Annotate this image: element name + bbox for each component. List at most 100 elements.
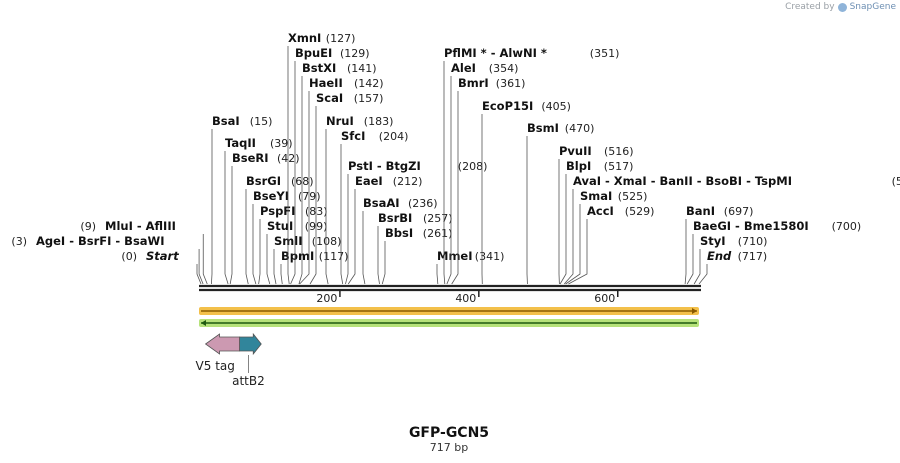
forward-orf[interactable] [199, 307, 699, 315]
enzyme-cut-line [287, 46, 290, 285]
enzyme-cut-line [245, 189, 249, 285]
enzyme-cut-line [347, 189, 356, 285]
enzyme-name: BsrBI [378, 211, 412, 225]
enzyme-site-xmni[interactable]: XmnI (127) [287, 31, 355, 285]
enzyme-position: (700) [832, 220, 862, 233]
enzyme-position: (525) [618, 190, 648, 203]
enzyme-position: (117) [319, 250, 349, 263]
enzyme-site-mmei[interactable]: MmeI (341) [436, 249, 505, 285]
enzyme-position: (405) [541, 100, 571, 113]
enzyme-name: BaeGI - Bme1580I [693, 219, 809, 233]
orf-arrowhead-icon [692, 308, 697, 314]
enzyme-site-agei-bsrfi-bsawi[interactable]: AgeI - BsrFI - BsaWI (3) [11, 234, 204, 285]
enzyme-site-acci[interactable]: AccI (529) [568, 204, 655, 285]
credit-brand: SnapGene [849, 2, 896, 12]
enzyme-cut-line [196, 264, 202, 285]
enzyme-position: (529) [625, 205, 655, 218]
enzyme-site-pvuii[interactable]: PvuII (516) [558, 144, 634, 285]
enzyme-site-bpmi[interactable]: BpmI (117) [280, 249, 349, 285]
enzyme-site-bmri[interactable]: BmrI (361) [451, 76, 526, 285]
enzyme-site-bsaai[interactable]: BsaAI (236) [362, 196, 438, 285]
enzyme-site-bsrgi[interactable]: BsrGI (68) [245, 174, 314, 285]
enzyme-cut-line [290, 61, 296, 285]
ruler-tick-label: 200 [316, 292, 337, 305]
enzyme-cut-line [563, 189, 574, 285]
enzyme-name: TaqII [225, 136, 256, 150]
enzyme-cut-line [693, 249, 701, 285]
enzyme-cut-line [568, 219, 588, 285]
enzyme-name: BsaI [212, 114, 240, 128]
enzyme-site-bstxi[interactable]: BstXI (141) [298, 61, 377, 285]
enzyme-name: PvuII [559, 144, 592, 158]
enzyme-name: AccI [587, 204, 614, 218]
enzyme-position: (523) [892, 175, 900, 188]
enzyme-site-taqii[interactable]: TaqII (39) [224, 136, 293, 285]
enzyme-site-end[interactable]: End (717) [698, 249, 767, 285]
enzyme-name: BseRI [232, 151, 269, 165]
enzyme-position: (204) [379, 130, 409, 143]
orf-arrowhead-icon [201, 320, 206, 326]
enzyme-site-eaei[interactable]: EaeI (212) [347, 174, 423, 285]
enzyme-position: (129) [340, 47, 370, 60]
feature-attb2[interactable]: attB2 [232, 332, 265, 388]
enzyme-position: (257) [423, 212, 453, 225]
enzyme-site-styi[interactable]: StyI (710) [693, 234, 767, 285]
backbone [199, 284, 701, 292]
enzyme-site-nrui[interactable]: NruI (183) [325, 114, 393, 285]
enzyme-site-bpuei[interactable]: BpuEI (129) [290, 46, 370, 285]
enzyme-cut-line [266, 234, 271, 285]
enzyme-position: (212) [393, 175, 423, 188]
enzyme-site-bbsi[interactable]: BbsI (261) [381, 226, 452, 285]
enzyme-name: AvaI - XmaI - BanII - BsoBI - TspMI [573, 174, 792, 188]
enzyme-name: BsaAI [363, 196, 400, 210]
enzyme-site-bsmi[interactable]: BsmI (470) [526, 121, 595, 285]
enzyme-site-stui[interactable]: StuI (99) [266, 219, 327, 285]
enzyme-cut-line [340, 144, 344, 285]
enzyme-name: BseYI [253, 189, 289, 203]
enzyme-site-smai[interactable]: SmaI (525) [565, 189, 648, 285]
enzyme-name: BsmI [527, 121, 559, 135]
enzyme-position: (697) [724, 205, 754, 218]
feature-arrow-icon [204, 333, 241, 355]
enzyme-site-avai-xmai-banii-bsobi-tspmi[interactable]: AvaI - XmaI - BanII - BsoBI - TspMI (523) [563, 174, 900, 285]
feature-v5-tag[interactable]: V5 tag [196, 333, 241, 373]
enzyme-sites: Start (0) AgeI - BsrFI - BsaWI (3) MluI - Af… [11, 31, 900, 285]
enzyme-name: Start [146, 249, 179, 263]
enzyme-position: (142) [354, 77, 384, 90]
credit-prefix: Created by [785, 2, 835, 12]
enzyme-position: (3) [11, 235, 27, 248]
enzyme-cut-line [273, 249, 277, 285]
reverse-orf[interactable] [199, 319, 699, 327]
enzyme-name: BmrI [458, 76, 489, 90]
enzyme-site-ecop15i[interactable]: EcoP15I (405) [481, 99, 571, 285]
enzyme-site-blpi[interactable]: BlpI (517) [559, 159, 633, 285]
enzyme-site-baegi-bme1580i[interactable]: BaeGI - Bme1580I (700) [686, 219, 862, 285]
enzyme-site-start[interactable]: Start (0) [121, 249, 202, 285]
enzyme-name: BanI [686, 204, 715, 218]
enzyme-name: AleI [451, 61, 476, 75]
enzyme-site-alei[interactable]: AleI (354) [446, 61, 519, 285]
enzyme-name: StuI [267, 219, 293, 233]
enzyme-cut-line [559, 174, 567, 285]
enzyme-cut-line [446, 76, 452, 285]
enzyme-cut-line [345, 174, 349, 285]
sequence-title: GFP-GCN5 [409, 425, 489, 441]
ruler: 200 400 600 [316, 290, 619, 305]
enzyme-site-bsai[interactable]: BsaI (15) [211, 114, 272, 285]
enzyme-position: (39) [270, 137, 293, 150]
enzyme-site-sfci[interactable]: SfcI (204) [340, 129, 409, 285]
enzyme-cut-line [362, 211, 366, 285]
enzyme-site-haeii[interactable]: HaeII (142) [299, 76, 384, 285]
enzyme-site-psti-btgzi[interactable]: PstI - BtgZI (208) [345, 159, 487, 285]
enzyme-cut-line [299, 91, 310, 285]
enzyme-site-pflmi-alwni[interactable]: PflMI * - AlwNI * (351) [443, 46, 619, 285]
enzyme-position: (157) [354, 92, 384, 105]
enzyme-site-scai[interactable]: ScaI (157) [309, 91, 384, 285]
enzyme-cut-line [258, 219, 261, 285]
enzyme-position: (341) [475, 250, 505, 263]
enzyme-name: PstI - BtgZI [348, 159, 421, 173]
enzyme-site-bsrbi[interactable]: BsrBI (257) [377, 211, 453, 285]
enzyme-site-mlui-afliii[interactable]: MluI - AflIII (9) [80, 219, 208, 285]
enzyme-position: (470) [565, 122, 595, 135]
enzyme-site-bani[interactable]: BanI (697) [684, 204, 754, 285]
